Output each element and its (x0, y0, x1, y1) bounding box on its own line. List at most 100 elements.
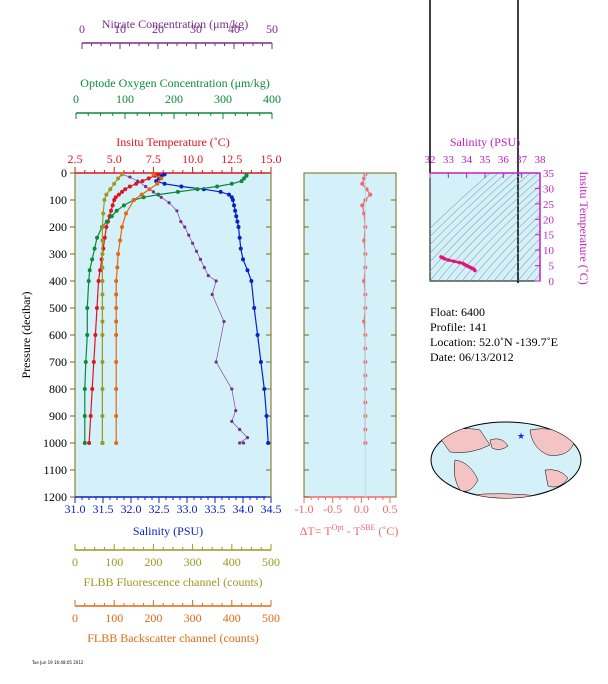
salinity-point (249, 279, 254, 283)
nitrate-point (214, 279, 218, 283)
flbb-fluorescence-point (100, 319, 105, 324)
nitrate-point (230, 419, 234, 423)
nitrate-point (194, 249, 199, 253)
nitrate-point (214, 360, 218, 364)
pressure-tick-label: 1000 (43, 436, 67, 450)
temperature-axis-tick-label: 2.5 (68, 152, 83, 166)
flbb-fluorescence-point (108, 187, 113, 192)
oxygen-axis-tick-label: 0 (73, 92, 79, 106)
flbb-backscatter-point (118, 238, 123, 243)
insitu-temperature-point (96, 279, 101, 283)
salinity-point (255, 333, 260, 337)
optode-oxygen-point (82, 414, 87, 418)
pressure-tick-label: 800 (49, 382, 67, 396)
flbb-backscatter-point (114, 306, 119, 310)
temperature-axis-tick-label: 12.5 (221, 152, 242, 166)
salinity-axis-tick-label: 31.0 (65, 502, 86, 516)
salinity-point (238, 246, 243, 251)
salinity-point (237, 235, 242, 240)
salinity-point (233, 208, 238, 213)
salinity-point (245, 268, 250, 273)
nitrate-point (175, 209, 179, 213)
flbb-backscatter-point (114, 319, 119, 324)
flbb-backscatter-point (120, 225, 125, 229)
ts-x-tick-label: 38 (535, 154, 547, 166)
flbb-fluorescence-point (100, 441, 105, 445)
density-contour (469, 206, 540, 281)
density-contour (430, 173, 523, 263)
salinity-axis-tick-label: 32.5 (149, 502, 170, 516)
pressure-tick-label: 300 (49, 247, 67, 261)
density-contour (501, 238, 540, 281)
density-contour (493, 230, 540, 281)
temperature-axis-tick-label: 15.0 (261, 152, 282, 166)
nitrate-point (206, 274, 210, 278)
salinity-point (266, 441, 271, 445)
ts-point (446, 258, 451, 262)
temperature-axis-label: Insitu Temperature (˚C) (116, 135, 230, 149)
density-contour (437, 178, 540, 281)
temperature-axis-tick-label: 5.0 (107, 152, 122, 166)
optode-oxygen-point (114, 208, 119, 213)
flbb-backscatter-point (114, 279, 119, 283)
flbb-backscatter-point (115, 265, 120, 270)
map-land (469, 493, 541, 498)
optode-oxygen-point (239, 179, 244, 184)
salinity-point (236, 225, 241, 229)
insitu-temperature-point (87, 441, 92, 445)
density-contour (445, 185, 540, 281)
nitrate-axis-label: Nitrate Concentration (μm/kg) (102, 17, 248, 31)
optode-oxygen-point (82, 441, 87, 445)
insitu-temperature-point (99, 257, 104, 262)
ts-y-tick-label: 30 (543, 183, 555, 195)
delta-axis-tick-label: -1.0 (295, 502, 314, 516)
insitu-temperature-point (98, 268, 103, 273)
density-contour (430, 173, 531, 272)
optode-oxygen-point (86, 279, 91, 283)
salinity-point (232, 203, 237, 208)
density-contour (509, 246, 540, 281)
flbb-fluorescence-point (120, 173, 125, 177)
oxygen-axis-tick-label: 400 (263, 92, 281, 106)
flbb-fluorescence-point (100, 265, 105, 270)
fluorescence-axis-tick-label: 500 (262, 555, 280, 569)
map-land (489, 438, 509, 450)
nitrate-point (151, 190, 155, 194)
nitrate-axis-tick-label: 40 (228, 22, 240, 36)
delta-axis-tick-label: 0.0 (354, 502, 369, 516)
delta-axis-tick-label: -0.5 (323, 502, 342, 516)
backscatter-axis-label: FLBB Backscatter channel (counts) (87, 631, 259, 645)
flbb-backscatter-point (114, 441, 119, 445)
fluorescence-axis-tick-label: 0 (72, 555, 78, 569)
pressure-tick-label: 0 (61, 166, 67, 180)
temperature-axis-tick-label: 10.0 (182, 152, 203, 166)
map-land (544, 469, 569, 488)
ts-point (457, 260, 462, 265)
delta-t-point (368, 192, 373, 197)
salinity-axis-tick-label: 32.0 (121, 502, 142, 516)
nitrate-point (222, 319, 226, 324)
nitrate-axis-tick-label: 30 (190, 22, 202, 36)
salinity-point (179, 184, 184, 189)
oxygen-axis-label: Optode Oxygen Concentration (μm/kg) (80, 76, 269, 90)
optode-oxygen-point (109, 214, 114, 219)
ts-y-tick-label: 0 (549, 276, 555, 288)
nitrate-point (143, 184, 148, 189)
insitu-temperature-point (120, 189, 125, 194)
optode-oxygen-point (90, 257, 95, 262)
ts-point (473, 268, 477, 273)
density-contour (430, 173, 515, 254)
density-contour (485, 222, 540, 281)
backscatter-axis-tick-label: 400 (223, 611, 241, 625)
insitu-temperature-point (93, 333, 98, 337)
flbb-backscatter-point (139, 192, 144, 197)
insitu-temperature-point (102, 235, 107, 240)
flbb-backscatter-point (131, 198, 136, 202)
ts-x-tick-label: 32 (425, 154, 436, 166)
optode-oxygen-point (195, 187, 200, 192)
optode-oxygen-point (244, 173, 249, 178)
nitrate-point (234, 409, 238, 413)
density-contour (430, 173, 507, 246)
insitu-temperature-point (88, 414, 93, 418)
